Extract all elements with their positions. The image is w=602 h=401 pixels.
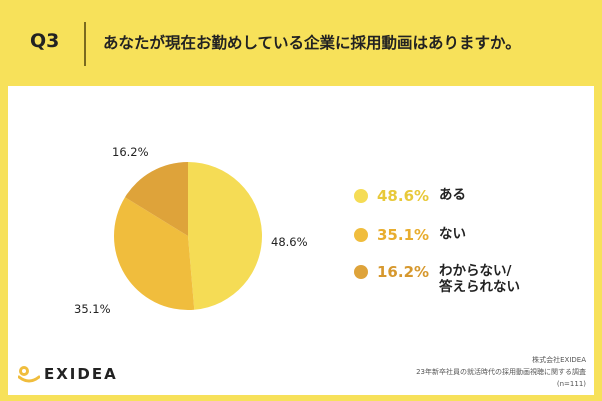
chart-card: 48.6% 35.1% 16.2% 48.6% ある 35.1% ない 16.2…	[8, 86, 594, 395]
legend-dot-icon	[354, 228, 368, 242]
slice-label-wakaranai: 16.2%	[112, 145, 149, 159]
slice-label-aru: 48.6%	[271, 235, 308, 249]
footer-sample: (n=111)	[556, 380, 586, 388]
legend-item-aru: 48.6% ある	[354, 187, 569, 205]
legend-pct: 48.6%	[377, 187, 430, 205]
footer-survey: 23年新卒社員の就活時代の採用動画視聴に関する調査	[416, 368, 586, 376]
pie-slice-aru	[188, 162, 263, 310]
legend-pct: 35.1%	[377, 226, 430, 244]
question-text: あなたが現在お勤めしている企業に採用動画はありますか。	[103, 34, 521, 52]
slice-label-nai: 35.1%	[74, 302, 111, 316]
pie-slice-nai	[114, 197, 195, 310]
exidea-logo-icon	[17, 365, 41, 383]
brand-name: EXIDEA	[44, 365, 118, 383]
question-label: Q3	[30, 30, 60, 52]
legend-name: わからない/答えられない	[439, 263, 520, 295]
pie-slice-wakaranai	[124, 162, 188, 236]
legend-name: ある	[439, 187, 466, 203]
header-divider	[84, 22, 86, 66]
pie-chart	[114, 162, 263, 310]
legend-item-wakaranai: 16.2% わからない/答えられない	[354, 263, 569, 295]
legend-dot-icon	[354, 189, 368, 203]
legend-item-nai: 35.1% ない	[354, 226, 569, 244]
footer-company: 株式会社EXIDEA	[532, 356, 586, 364]
brand-logo: EXIDEA	[17, 365, 118, 383]
legend-pct: 16.2%	[377, 263, 430, 281]
footer: 株式会社EXIDEA 23年新卒社員の就活時代の採用動画視聴に関する調査 (n=…	[286, 354, 586, 390]
legend-name: ない	[439, 226, 466, 242]
legend-dot-icon	[354, 265, 368, 279]
